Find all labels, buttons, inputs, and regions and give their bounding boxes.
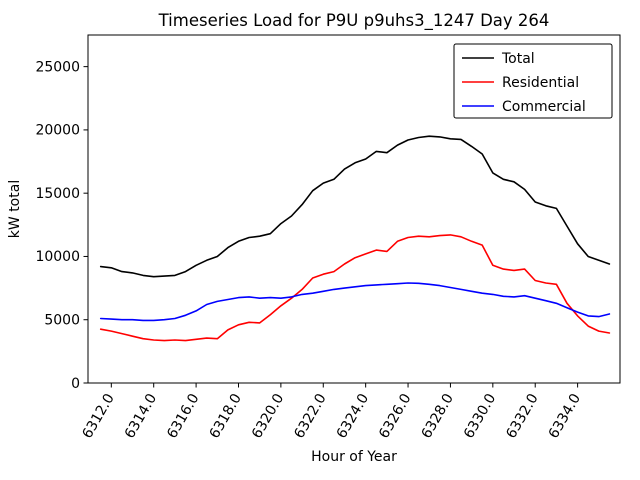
y-axis-title: kW total bbox=[7, 180, 23, 238]
x-tick-label: 6324.0 bbox=[334, 391, 372, 441]
chart-title: Timeseries Load for P9U p9uhs3_1247 Day … bbox=[158, 11, 550, 31]
x-tick-label: 6316.0 bbox=[164, 391, 202, 441]
x-tick-label: 6314.0 bbox=[122, 391, 160, 441]
legend-frame bbox=[453, 43, 613, 119]
legend-label-residential: Residential bbox=[502, 75, 579, 91]
x-tick-label: 6326.0 bbox=[376, 391, 414, 441]
legend-entry-total: Total bbox=[462, 51, 535, 67]
x-tick-label: 6334.0 bbox=[546, 391, 584, 441]
legend: Total Residential Commercial bbox=[453, 43, 613, 119]
series-line-commercial bbox=[99, 282, 611, 322]
x-tick-label: 6318.0 bbox=[207, 391, 245, 441]
x-tick-label: 6328.0 bbox=[419, 391, 457, 441]
y-tick-label: 25000 bbox=[35, 59, 80, 75]
series-line-total bbox=[99, 135, 611, 278]
legend-entry-commercial: Commercial bbox=[462, 99, 586, 115]
y-tick-label: 5000 bbox=[44, 312, 80, 328]
plot-border bbox=[87, 34, 621, 384]
x-tick-label: 6330.0 bbox=[461, 391, 499, 441]
y-tick-label: 0 bbox=[71, 376, 80, 392]
x-axis-title: Hour of Year bbox=[311, 449, 397, 465]
legend-label-total: Total bbox=[501, 51, 535, 67]
y-tick-label: 10000 bbox=[35, 249, 80, 265]
x-tick-label: 6322.0 bbox=[291, 391, 329, 441]
x-tick-label: 6312.0 bbox=[79, 391, 117, 441]
y-tick-label: 15000 bbox=[35, 186, 80, 202]
x-tick-label: 6332.0 bbox=[503, 391, 541, 441]
x-tick-label: 6320.0 bbox=[249, 391, 287, 441]
series-line-residential bbox=[99, 234, 611, 342]
legend-entry-residential: Residential bbox=[462, 75, 579, 91]
y-tick-label: 20000 bbox=[35, 123, 80, 139]
legend-label-commercial: Commercial bbox=[502, 99, 586, 115]
